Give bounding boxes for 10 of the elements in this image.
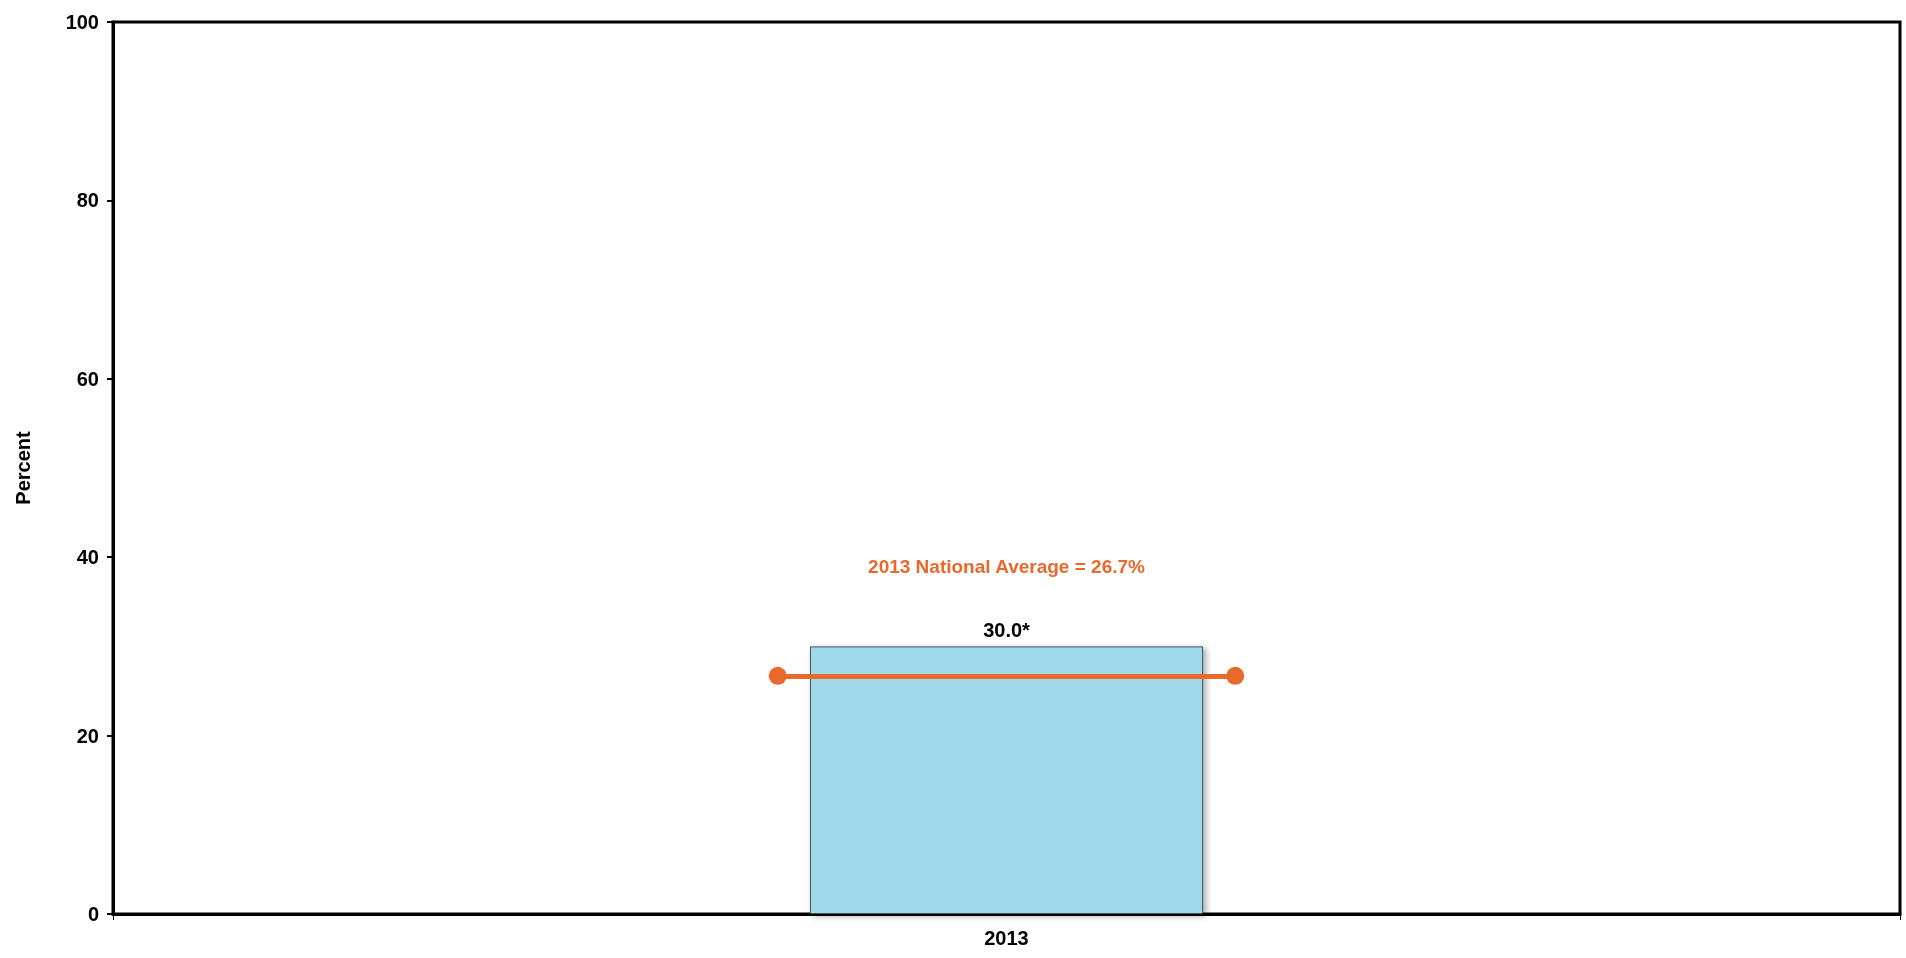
y-tick-label: 20 <box>76 724 99 747</box>
x-tick-label: 2013 <box>984 927 1029 949</box>
ref-line-label: 2013 National Average = 26.7% <box>868 555 1146 577</box>
y-tick-label: 40 <box>76 546 99 569</box>
y-axis-title: Percent <box>12 430 34 505</box>
y-tick-label: 80 <box>76 189 99 212</box>
y-tick-label: 60 <box>76 367 99 390</box>
y-tick-label: 100 <box>65 11 99 33</box>
data-label: 30.0* <box>983 619 1031 642</box>
y-tick-label: 0 <box>87 903 99 925</box>
